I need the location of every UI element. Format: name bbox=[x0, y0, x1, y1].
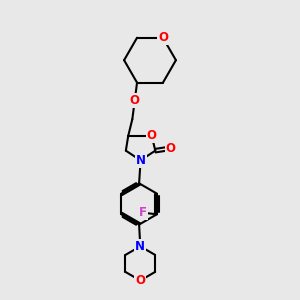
Text: O: O bbox=[135, 274, 145, 287]
Text: O: O bbox=[166, 142, 176, 155]
Text: O: O bbox=[158, 31, 168, 44]
Text: O: O bbox=[130, 94, 140, 107]
Text: N: N bbox=[136, 154, 146, 167]
Text: N: N bbox=[135, 240, 145, 253]
Text: O: O bbox=[147, 129, 157, 142]
Text: F: F bbox=[139, 206, 147, 219]
